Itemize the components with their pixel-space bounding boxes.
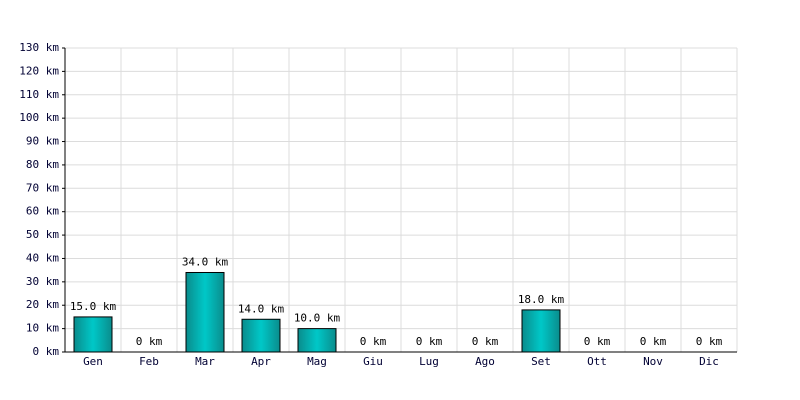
bar xyxy=(73,316,113,353)
x-tick-label: Feb xyxy=(139,355,159,368)
x-tick-label: Ott xyxy=(587,355,607,368)
y-tick-label: 70 km xyxy=(26,181,59,194)
y-tick-label: 40 km xyxy=(26,251,59,264)
x-tick-label: Ago xyxy=(475,355,495,368)
y-tick-label: 120 km xyxy=(19,64,59,77)
y-tick-label: 110 km xyxy=(19,88,59,101)
value-label: 0 km xyxy=(416,335,443,348)
x-tick-label: Dic xyxy=(699,355,719,368)
y-tick-label: 30 km xyxy=(26,275,59,288)
x-tick-label: Nov xyxy=(643,355,663,368)
x-tick-label: Giu xyxy=(363,355,383,368)
y-tick-label: 100 km xyxy=(19,111,59,124)
y-tick-label: 0 km xyxy=(33,345,60,358)
x-tick-label: Apr xyxy=(251,355,271,368)
value-label: 10.0 km xyxy=(294,312,341,325)
value-label: 34.0 km xyxy=(182,255,229,268)
bar xyxy=(185,271,225,353)
y-tick-label: 20 km xyxy=(26,298,59,311)
value-label: 0 km xyxy=(640,335,667,348)
y-tick-label: 80 km xyxy=(26,158,59,171)
x-tick-label: Mar xyxy=(195,355,215,368)
y-tick-label: 60 km xyxy=(26,205,59,218)
value-label: 0 km xyxy=(696,335,723,348)
x-tick-label: Set xyxy=(531,355,551,368)
bar xyxy=(241,318,281,353)
value-label: 18.0 km xyxy=(518,293,565,306)
value-label: 0 km xyxy=(136,335,163,348)
x-tick-label: Gen xyxy=(83,355,103,368)
x-tick-label: Lug xyxy=(419,355,439,368)
y-tick-label: 50 km xyxy=(26,228,59,241)
x-tick-label: Mag xyxy=(307,355,327,368)
y-tick-label: 90 km xyxy=(26,135,59,148)
bar xyxy=(521,309,561,353)
value-label: 0 km xyxy=(360,335,387,348)
value-label: 0 km xyxy=(472,335,499,348)
value-label: 15.0 km xyxy=(70,300,117,313)
y-tick-label: 130 km xyxy=(19,41,59,54)
bar xyxy=(297,328,337,353)
y-tick-label: 10 km xyxy=(26,322,59,335)
value-label: 14.0 km xyxy=(238,302,285,315)
value-label: 0 km xyxy=(584,335,611,348)
